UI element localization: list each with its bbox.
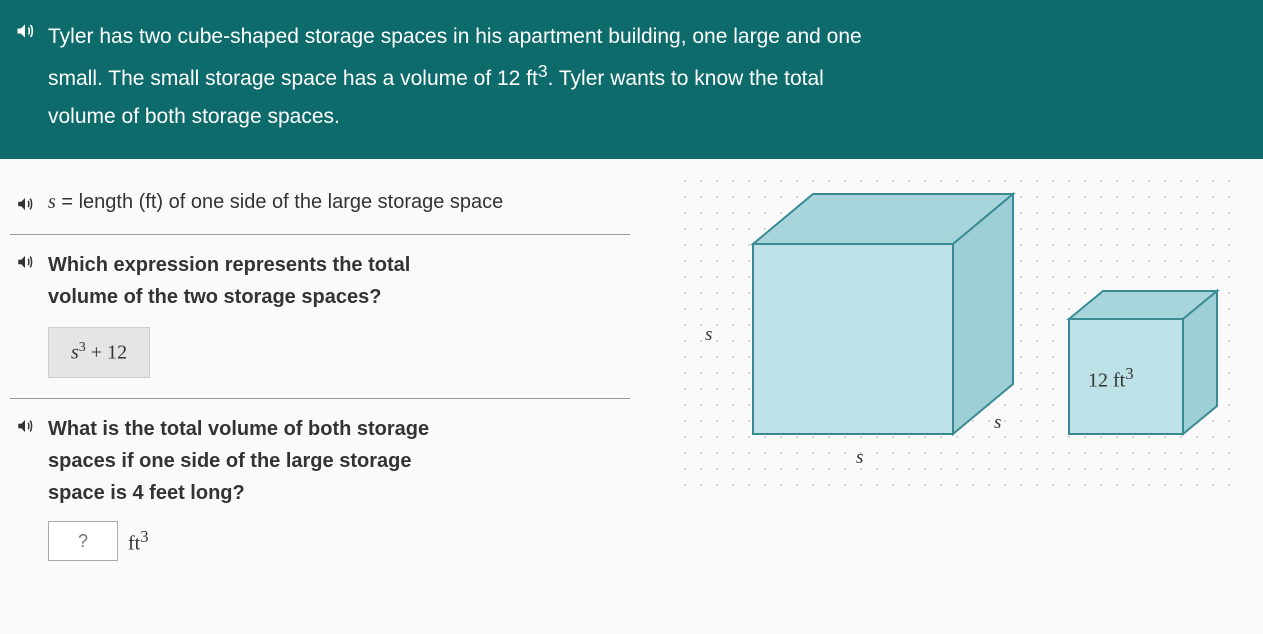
answer-input[interactable] bbox=[48, 521, 118, 561]
content-area: s = length (ft) of one side of the large… bbox=[0, 159, 1263, 575]
q2-line1: What is the total volume of both storage bbox=[48, 418, 429, 440]
question1-section: Which expression represents the total vo… bbox=[0, 241, 640, 392]
label-s-right: s bbox=[994, 412, 1001, 434]
header-text: Tyler has two cube-shaped storage spaces… bbox=[48, 18, 1223, 135]
unit-label: ft3 bbox=[128, 527, 149, 556]
problem-header: Tyler has two cube-shaped storage spaces… bbox=[0, 0, 1263, 159]
divider bbox=[10, 398, 630, 399]
audio-icon[interactable] bbox=[14, 193, 36, 215]
question1-text: Which expression represents the total vo… bbox=[48, 249, 600, 313]
small-cube bbox=[1053, 279, 1233, 449]
question2-section: What is the total volume of both storage… bbox=[0, 405, 640, 575]
audio-icon[interactable] bbox=[14, 20, 36, 42]
header-line2b: . Tyler wants to know the total bbox=[548, 67, 824, 90]
header-line1: Tyler has two cube-shaped storage spaces… bbox=[48, 25, 862, 48]
ans-tail: + 12 bbox=[86, 342, 127, 364]
definition-section: s = length (ft) of one side of the large… bbox=[0, 183, 640, 228]
header-line2a: small. The small storage space has a vol… bbox=[48, 67, 538, 90]
def-text: = length (ft) of one side of the large s… bbox=[56, 191, 504, 213]
q1-line2: volume of the two storage spaces? bbox=[48, 286, 381, 308]
var-s: s bbox=[48, 191, 56, 213]
question2-text: What is the total volume of both storage… bbox=[48, 413, 600, 509]
small-label-exp: 3 bbox=[1125, 364, 1133, 383]
variable-definition: s = length (ft) of one side of the large… bbox=[48, 191, 600, 214]
small-cube-label: 12 ft3 bbox=[1088, 364, 1134, 393]
divider bbox=[10, 234, 630, 235]
header-line3: volume of both storage spaces. bbox=[48, 105, 340, 128]
cube-diagram: s s s 12 ft3 bbox=[673, 169, 1233, 489]
q2-line3: space is 4 feet long? bbox=[48, 482, 245, 504]
large-cube bbox=[723, 174, 1023, 454]
header-sup: 3 bbox=[538, 61, 548, 81]
answer-input-row: ft3 bbox=[48, 521, 600, 561]
small-label-base: 12 ft bbox=[1088, 370, 1125, 392]
unit-base: ft bbox=[128, 532, 140, 554]
audio-icon[interactable] bbox=[14, 251, 36, 273]
ans-base: s bbox=[71, 342, 79, 364]
audio-icon[interactable] bbox=[14, 415, 36, 437]
ans-exp: 3 bbox=[79, 340, 86, 355]
answer-expression[interactable]: s3 + 12 bbox=[48, 327, 150, 378]
q2-line2: spaces if one side of the large storage bbox=[48, 450, 411, 472]
q1-line1: Which expression represents the total bbox=[48, 254, 410, 276]
unit-exp: 3 bbox=[140, 527, 148, 546]
label-s-left: s bbox=[705, 324, 712, 346]
label-s-bottom: s bbox=[856, 447, 863, 469]
